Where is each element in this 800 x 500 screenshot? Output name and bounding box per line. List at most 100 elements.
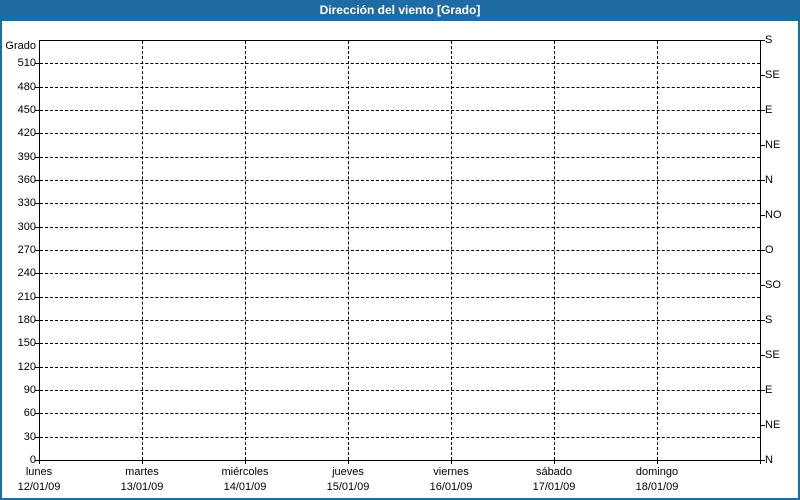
compass-label: E — [765, 104, 773, 116]
y-gridline — [40, 63, 760, 64]
y-axis-tick-left — [35, 413, 39, 414]
plot-frame — [39, 40, 761, 461]
y-axis-tick-left — [35, 343, 39, 344]
y-axis-tick-right — [761, 250, 765, 251]
x-axis-day-label: jueves 15/01/09 — [327, 465, 370, 495]
y-gridline — [40, 367, 760, 368]
day-name: jueves — [332, 466, 364, 478]
day-date: 15/01/09 — [326, 481, 370, 493]
y-gridline — [40, 320, 760, 321]
day-name: miércoles — [221, 466, 269, 478]
y-axis-tick-right — [761, 390, 765, 391]
y-axis-tick-left — [35, 390, 39, 391]
y-axis-tick-left — [35, 180, 39, 181]
x-axis-tick — [554, 461, 555, 464]
y-axis-tick-label-left: 210 — [17, 291, 36, 303]
y-axis-tick-right — [761, 75, 765, 76]
day-name: martes — [125, 466, 159, 478]
day-date: 18/01/09 — [635, 481, 679, 493]
y-axis-tick-label-left: 30 — [23, 431, 36, 443]
y-axis-tick-right — [761, 215, 765, 216]
y-axis-tick-right — [761, 110, 765, 111]
compass-label: SO — [765, 279, 781, 291]
y-axis-tick-label-left: 90 — [23, 384, 36, 396]
compass-label: N — [765, 174, 773, 186]
compass-label: S — [765, 34, 773, 46]
y-axis-tick-left — [35, 320, 39, 321]
y-axis-tick-label-left: 0 — [29, 454, 36, 466]
x-axis-tick — [451, 461, 452, 464]
day-name: sábado — [535, 466, 573, 478]
x-axis-day-label: miércoles 14/01/09 — [221, 465, 268, 495]
y-gridline — [40, 227, 760, 228]
y-axis-unit-label: Grado — [5, 40, 36, 52]
x-axis-day-label: sábado 17/01/09 — [533, 465, 576, 495]
x-axis-day-label: lunes 12/01/09 — [18, 465, 61, 495]
x-axis-tick — [657, 461, 658, 464]
compass-label: NO — [765, 209, 782, 221]
x-axis-day-label: viernes 16/01/09 — [430, 465, 473, 495]
y-axis-tick-label-left: 240 — [17, 267, 36, 279]
y-axis-tick-left — [35, 273, 39, 274]
compass-label: NE — [765, 139, 781, 151]
y-axis-tick-left — [35, 297, 39, 298]
y-axis-tick-label-left: 60 — [23, 407, 36, 419]
x-gridline — [348, 41, 349, 460]
y-axis-tick-left — [35, 203, 39, 204]
compass-label: O — [765, 244, 774, 256]
day-name: lunes — [25, 466, 53, 478]
y-gridline — [40, 203, 760, 204]
compass-label: SE — [765, 349, 780, 361]
y-gridline — [40, 297, 760, 298]
y-axis-tick-left — [35, 63, 39, 64]
y-axis-tick-label-left: 150 — [17, 337, 36, 349]
y-axis-tick-right — [761, 285, 765, 286]
y-axis-tick-left — [35, 133, 39, 134]
y-axis-tick-right — [761, 40, 765, 41]
x-axis-day-label: martes 13/01/09 — [121, 465, 164, 495]
y-axis-tick-right — [761, 460, 765, 461]
day-name: domingo — [635, 466, 679, 478]
compass-label: S — [765, 314, 773, 326]
y-gridline — [40, 413, 760, 414]
y-axis-tick-label-left: 450 — [17, 104, 36, 116]
day-name: viernes — [433, 466, 469, 478]
day-date: 16/01/09 — [429, 481, 473, 493]
x-gridline — [142, 41, 143, 460]
y-axis-tick-label-left: 510 — [17, 57, 36, 69]
day-date: 13/01/09 — [120, 481, 164, 493]
y-gridline — [40, 390, 760, 391]
compass-label: SE — [765, 69, 780, 81]
y-axis-tick-right — [761, 320, 765, 321]
day-date: 14/01/09 — [223, 481, 267, 493]
x-axis-tick — [39, 461, 40, 464]
compass-label: NE — [765, 419, 781, 431]
y-axis-tick-left — [35, 110, 39, 111]
day-date: 17/01/09 — [532, 481, 576, 493]
x-axis-tick — [245, 461, 246, 464]
compass-label: E — [765, 384, 773, 396]
y-axis-tick-label-left: 360 — [17, 174, 36, 186]
x-axis-tick — [142, 461, 143, 464]
x-gridline — [451, 41, 452, 460]
y-gridline — [40, 273, 760, 274]
y-gridline — [40, 133, 760, 134]
y-axis-tick-left — [35, 87, 39, 88]
y-axis-tick-label-left: 420 — [17, 127, 36, 139]
y-axis-tick-left — [35, 157, 39, 158]
y-gridline — [40, 343, 760, 344]
chart-title-bar: Dirección del viento [Grado] — [0, 0, 800, 21]
compass-label: N — [765, 454, 773, 466]
y-gridline — [40, 437, 760, 438]
y-axis-tick-label-left: 180 — [17, 314, 36, 326]
y-axis-tick-right — [761, 425, 765, 426]
y-axis-tick-label-left: 270 — [17, 244, 36, 256]
y-axis-tick-label-left: 120 — [17, 361, 36, 373]
y-axis-tick-right — [761, 180, 765, 181]
y-axis-tick-label-left: 390 — [17, 151, 36, 163]
y-gridline — [40, 250, 760, 251]
x-axis-tick — [348, 461, 349, 464]
y-axis-tick-left — [35, 367, 39, 368]
x-gridline — [245, 41, 246, 460]
